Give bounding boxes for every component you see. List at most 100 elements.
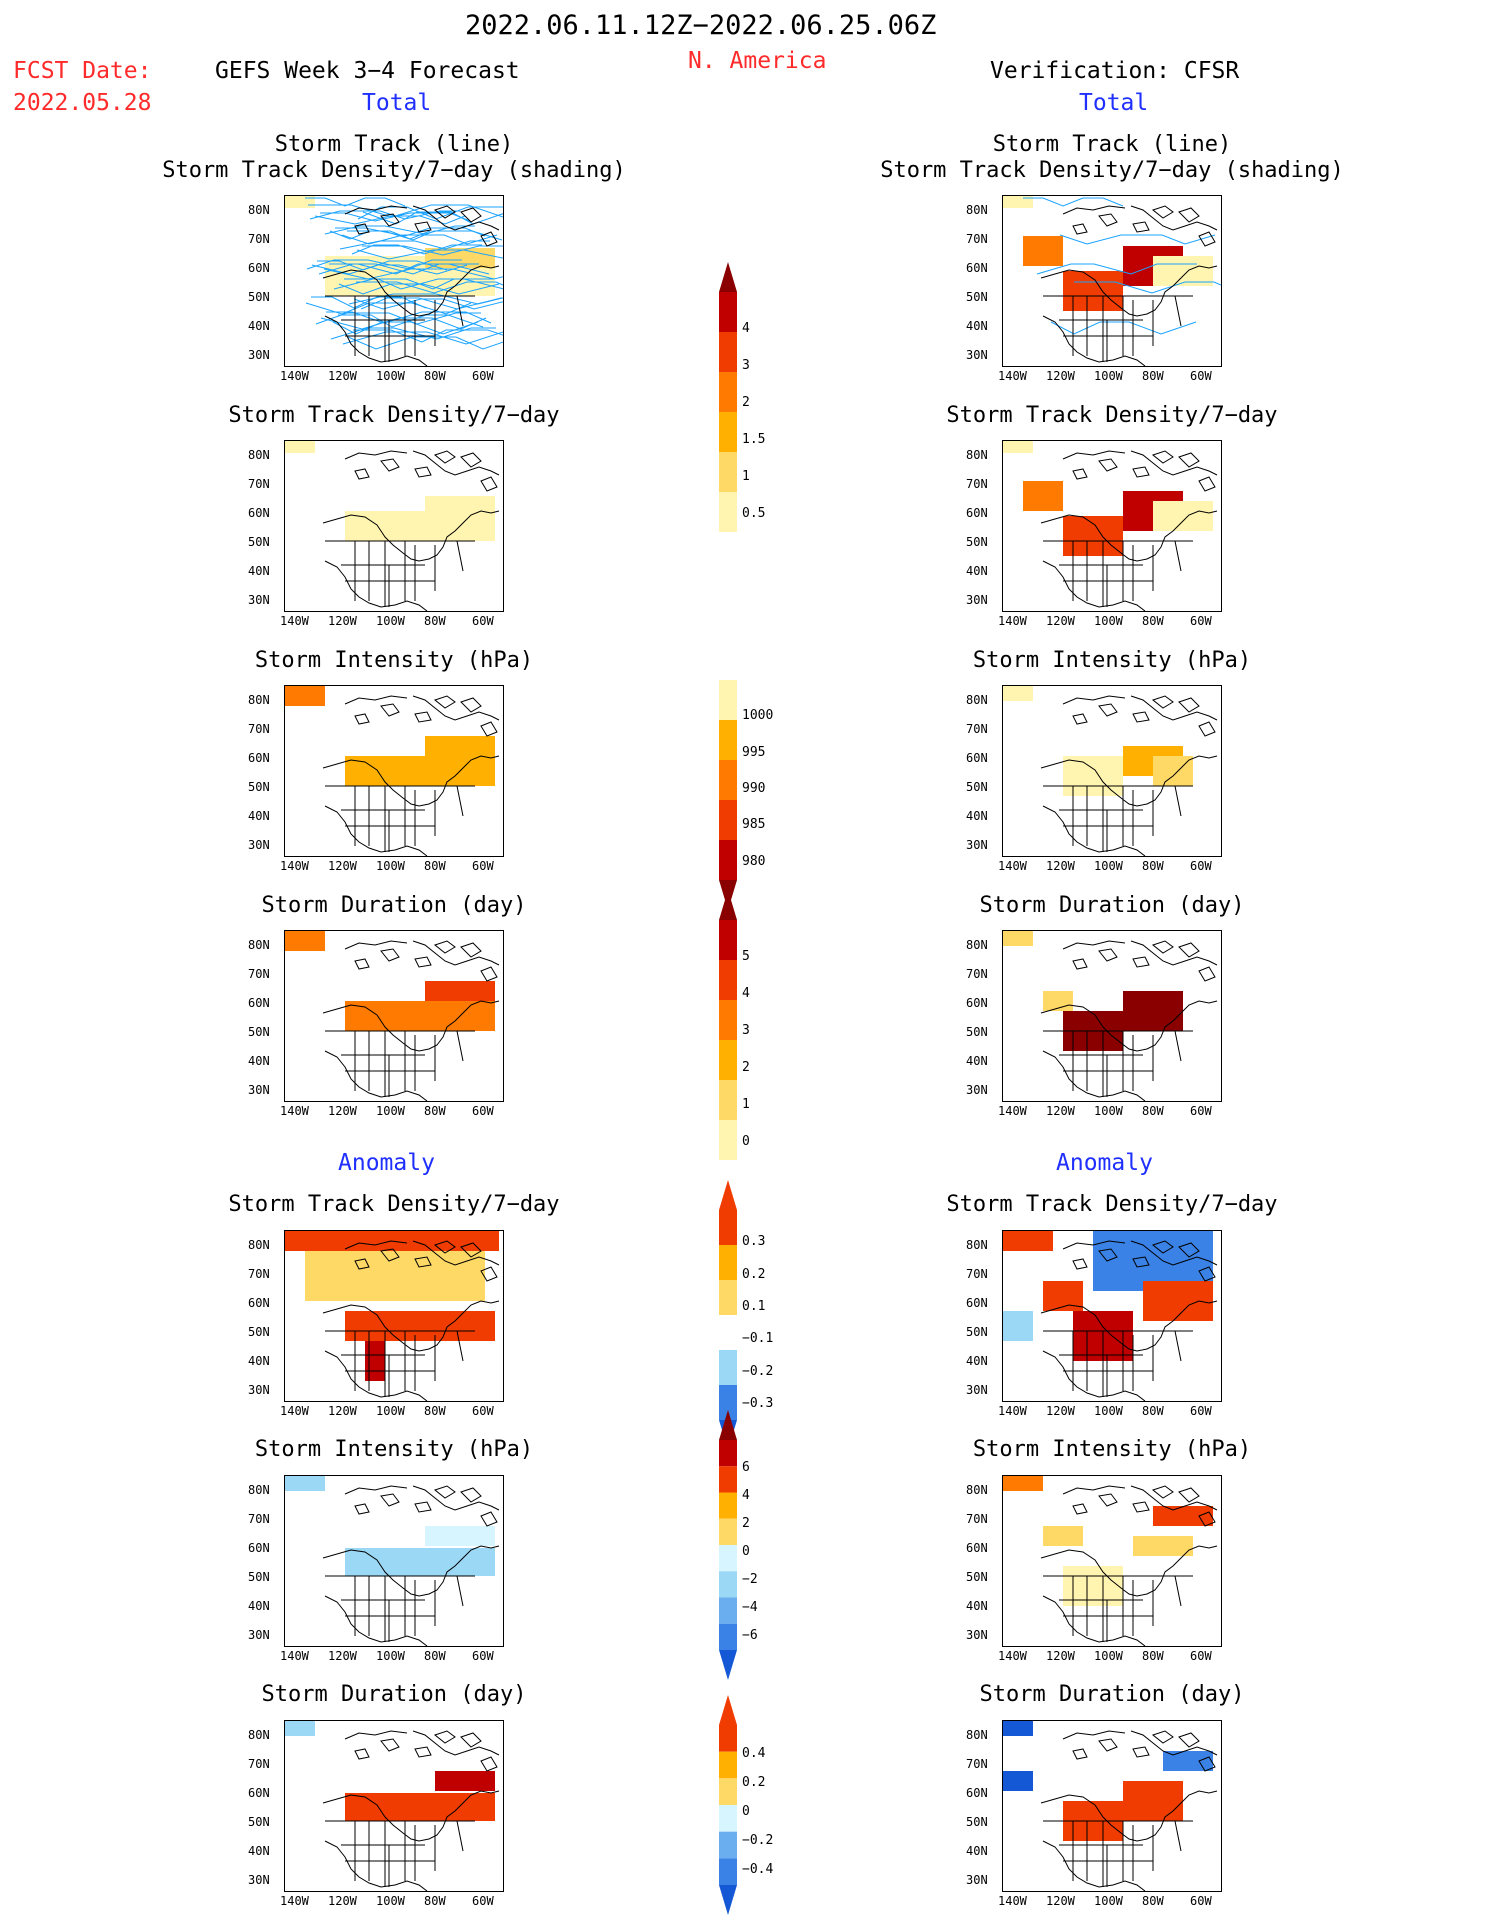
- map-canvas: [285, 1231, 500, 1401]
- map-panel-R1: [1002, 440, 1222, 612]
- colorbar-tick-label: 980: [742, 853, 766, 869]
- shading-cell: [1003, 686, 1033, 701]
- shading-cell: [285, 686, 325, 706]
- lat-tick-label: 80N: [248, 1483, 270, 1497]
- lon-tick-label: 60W: [472, 369, 494, 383]
- shading-cell: [1003, 1721, 1033, 1736]
- map-canvas: [1003, 686, 1218, 856]
- lon-tick-label: 140W: [280, 1649, 309, 1663]
- colorbar-segment: [719, 1805, 737, 1832]
- colorbar-segment: [719, 1571, 737, 1598]
- lon-tick-label: 140W: [280, 369, 309, 383]
- lat-tick-label: 30N: [248, 1383, 270, 1397]
- shading-cell: [1003, 1476, 1043, 1491]
- colorbar-density-total: 4 3 2 1.5 1 0.5: [718, 262, 765, 566]
- colorbar-segment: [719, 1597, 737, 1624]
- coastline: [1040, 1485, 1218, 1646]
- lon-tick-label: 60W: [1190, 1894, 1212, 1908]
- storm-track-line: [347, 336, 503, 350]
- lon-tick-label: 60W: [472, 1104, 494, 1118]
- lat-tick-label: 50N: [248, 1815, 270, 1829]
- colorbar-tick-label: 990: [742, 781, 766, 797]
- lon-tick-label: 60W: [472, 614, 494, 628]
- shading-cell: [1043, 1526, 1083, 1546]
- map-canvas: [285, 931, 500, 1101]
- storm-track-line: [1059, 234, 1216, 245]
- lat-tick-label: 60N: [248, 261, 270, 275]
- political-borders: [1043, 785, 1193, 852]
- colorbar-segment: [719, 1466, 737, 1493]
- lon-tick-label: 140W: [280, 1894, 309, 1908]
- lat-tick-label: 70N: [248, 722, 270, 736]
- colorbar-segment: [719, 1518, 737, 1545]
- map-panel-L0: [284, 195, 504, 367]
- lat-tick-label: 50N: [248, 1025, 270, 1039]
- storm-track-line: [356, 281, 503, 294]
- lon-tick-label: 80W: [1142, 1894, 1164, 1908]
- lat-tick-label: 70N: [966, 1512, 988, 1526]
- lat-tick-label: 60N: [248, 506, 270, 520]
- lat-tick-label: 50N: [248, 780, 270, 794]
- lat-tick-label: 40N: [966, 319, 988, 333]
- colorbar-arrow-bottom: [719, 1650, 737, 1680]
- colorbar-segment: [719, 412, 737, 452]
- arctic-islands: [1072, 1730, 1216, 1772]
- lon-tick-label: 100W: [1094, 1649, 1123, 1663]
- colorbar-segment: [719, 760, 737, 800]
- lon-tick-label: 140W: [998, 369, 1027, 383]
- colorbar-segment: [719, 1831, 737, 1859]
- map-canvas: [285, 1721, 500, 1891]
- left-anomaly-label: Anomaly: [338, 1150, 435, 1176]
- lat-tick-label: 50N: [966, 1025, 988, 1039]
- storm-track-line: [347, 230, 503, 241]
- lat-tick-label: 60N: [966, 1296, 988, 1310]
- lat-tick-label: 70N: [966, 232, 988, 246]
- lon-tick-label: 80W: [424, 369, 446, 383]
- colorbar-tick-label: 6: [742, 1460, 750, 1475]
- map-panel-R4: [1002, 1230, 1222, 1402]
- shading-cell: [1143, 1281, 1213, 1321]
- lon-tick-label: 80W: [1142, 614, 1164, 628]
- storm-track-line: [1074, 281, 1221, 294]
- coastline: [322, 205, 500, 366]
- shading-cell: [305, 1251, 485, 1301]
- colorbar-tick-label: −0.4: [742, 1862, 774, 1878]
- colorbar-arrow-top: [719, 890, 737, 920]
- colorbar-tick-label: 0: [742, 1544, 750, 1559]
- lat-tick-label: 60N: [248, 1541, 270, 1555]
- lon-tick-label: 60W: [1190, 614, 1212, 628]
- shading-cell: [345, 1793, 495, 1821]
- lat-tick-label: 40N: [966, 1599, 988, 1613]
- lon-tick-label: 100W: [376, 369, 405, 383]
- right-anom-intensity-title: Storm Intensity (hPa): [972, 1437, 1252, 1462]
- lat-tick-label: 80N: [248, 938, 270, 952]
- left-duration-title: Storm Duration (day): [261, 893, 527, 918]
- colorbar-arrow-top: [719, 262, 737, 292]
- map-panel-R0: [1002, 195, 1222, 367]
- lon-tick-label: 140W: [998, 1104, 1027, 1118]
- lon-tick-label: 60W: [1190, 369, 1212, 383]
- colorbar-tick-label: 1: [742, 468, 750, 484]
- colorbar-tick-label: 0.4: [742, 1746, 766, 1762]
- colorbar-tick-label: 1000: [742, 708, 774, 724]
- lon-tick-label: 120W: [1046, 1894, 1075, 1908]
- arctic-islands: [354, 450, 498, 492]
- colorbar-segment: [719, 332, 737, 372]
- lon-tick-label: 140W: [998, 1404, 1027, 1418]
- shading-cell: [425, 981, 495, 1001]
- shading-cell: [425, 736, 495, 756]
- lon-tick-label: 140W: [998, 614, 1027, 628]
- shading-cell: [1003, 931, 1033, 946]
- left-column-title: GEFS Week 3−4 Forecast: [215, 58, 520, 84]
- colorbar-tick-label: 2: [742, 1516, 750, 1531]
- colorbar-arrow-top: [719, 1180, 737, 1210]
- storm-track-line: [1036, 263, 1197, 275]
- shading-cell: [1003, 1771, 1033, 1791]
- lat-tick-label: 30N: [966, 1383, 988, 1397]
- coastline: [1040, 695, 1218, 856]
- lat-tick-label: 40N: [248, 1354, 270, 1368]
- lon-tick-label: 140W: [998, 1649, 1027, 1663]
- shading-cell: [285, 1476, 325, 1491]
- colorbar-arrow-top: [719, 1695, 737, 1725]
- map-panel-R3: [1002, 930, 1222, 1102]
